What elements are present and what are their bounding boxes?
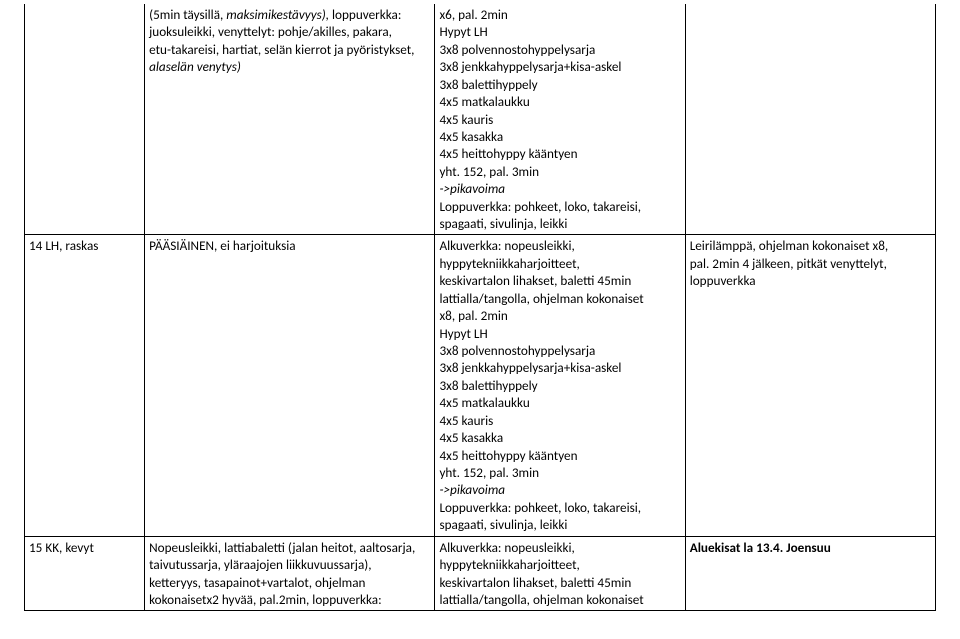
cell-r0-c3 xyxy=(685,4,935,235)
cell-r2-c3: Aluekisat la 13.4. Joensuu xyxy=(685,536,935,611)
schedule-table: (5min täysillä, maksimikestävyys), loppu… xyxy=(24,4,936,611)
cell-r2-c1: Nopeusleikki, lattiabaletti (jalan heito… xyxy=(145,536,435,611)
text: ketteryys, tasapainot+vartalot, ohjelman xyxy=(149,574,365,591)
text: hyppytekniikkaharjoitteet, xyxy=(439,556,579,573)
text: (5min täysillä, xyxy=(149,6,226,23)
text: PÄÄSIÄINEN, ei harjoituksia xyxy=(149,237,295,254)
text: loppuverkka xyxy=(690,272,756,289)
text: keskivartalon lihakset, baletti 45min xyxy=(439,272,631,289)
cell-r1-c2: Alkuverkka: nopeusleikki, hyppytekniikka… xyxy=(435,235,685,536)
text: 14 LH, raskas xyxy=(29,237,98,254)
cell-r2-c0: 15 KK, kevyt xyxy=(25,536,145,611)
text: loppuverkka: xyxy=(329,6,401,23)
cell-r1-c1: PÄÄSIÄINEN, ei harjoituksia xyxy=(145,235,435,536)
text: x8, pal. 2min xyxy=(439,307,507,324)
table-row: 15 KK, kevyt Nopeusleikki, lattiabaletti… xyxy=(25,536,936,611)
text: Alkuverkka: nopeusleikki, xyxy=(439,237,574,254)
text: 3x8 polvennostohyppelysarja xyxy=(439,41,595,58)
cell-r2-c2: Alkuverkka: nopeusleikki, hyppytekniikka… xyxy=(435,536,685,611)
text-bold: Aluekisat la 13.4. Joensuu xyxy=(690,539,831,556)
text: 3x8 balettihyppely xyxy=(439,76,537,93)
text: 4x5 kasakka xyxy=(439,429,503,446)
text: 3x8 balettihyppely xyxy=(439,377,537,394)
text: 4x5 heittohyppy kääntyen xyxy=(439,145,577,162)
text: yht. 152, pal. 3min xyxy=(439,464,539,481)
text: yht. 152, pal. 3min xyxy=(439,163,539,180)
text: lattialla/tangolla, ohjelman kokonaiset xyxy=(439,591,643,608)
text: 4x5 kauris xyxy=(439,412,493,429)
text: 4x5 kauris xyxy=(439,111,493,128)
table-row: 14 LH, raskas PÄÄSIÄINEN, ei harjoituksi… xyxy=(25,235,936,536)
text: 3x8 polvennostohyppelysarja xyxy=(439,342,595,359)
text: kokonaisetx2 hyvää, pal.2min, loppuverkk… xyxy=(149,591,382,608)
text: etu-takareisi, hartiat, selän kierrot ja… xyxy=(149,41,414,58)
text: spagaati, sivulinja, leikki xyxy=(439,215,567,232)
text: 4x5 matkalaukku xyxy=(439,93,529,110)
cell-r1-c0: 14 LH, raskas xyxy=(25,235,145,536)
text: Nopeusleikki, lattiabaletti (jalan heito… xyxy=(149,539,415,556)
text: juoksuleikki, venyttelyt: pohje/akilles,… xyxy=(149,23,392,40)
text: 4x5 heittohyppy kääntyen xyxy=(439,447,577,464)
cell-r0-c1: (5min täysillä, maksimikestävyys), loppu… xyxy=(145,4,435,235)
text: Loppuverkka: pohkeet, loko, takareisi, xyxy=(439,198,641,215)
text: x6, pal. 2min xyxy=(439,6,507,23)
text: taivutussarja, yläraajojen liikkuvuussar… xyxy=(149,556,371,573)
text-italic: maksimikestävyys), xyxy=(226,6,329,23)
text: Hypyt LH xyxy=(439,23,487,40)
text: spagaati, sivulinja, leikki xyxy=(439,516,567,533)
table-row: (5min täysillä, maksimikestävyys), loppu… xyxy=(25,4,936,235)
cell-r1-c3: Leirilämppä, ohjelman kokonaiset x8, pal… xyxy=(685,235,935,536)
text-italic: ->pikavoima xyxy=(439,180,505,197)
text: lattialla/tangolla, ohjelman kokonaiset xyxy=(439,290,643,307)
text: pal. 2min 4 jälkeen, pitkät venyttelyt, xyxy=(690,255,887,272)
text: keskivartalon lihakset, baletti 45min xyxy=(439,574,631,591)
cell-r0-c2: x6, pal. 2min Hypyt LH 3x8 polvennostohy… xyxy=(435,4,685,235)
text: Loppuverkka: pohkeet, loko, takareisi, xyxy=(439,499,641,516)
text: Alkuverkka: nopeusleikki, xyxy=(439,539,574,556)
text: 3x8 jenkkahyppelysarja+kisa-askel xyxy=(439,359,621,376)
text: 3x8 jenkkahyppelysarja+kisa-askel xyxy=(439,58,621,75)
text: hyppytekniikkaharjoitteet, xyxy=(439,255,579,272)
text: 4x5 matkalaukku xyxy=(439,394,529,411)
cell-r0-c0 xyxy=(25,4,145,235)
text: Hypyt LH xyxy=(439,325,487,342)
text-italic: alaselän venytys) xyxy=(149,58,241,75)
text: Leirilämppä, ohjelman kokonaiset x8, xyxy=(690,237,888,254)
text-italic: ->pikavoima xyxy=(439,481,505,498)
text: 15 KK, kevyt xyxy=(29,539,94,556)
text: 4x5 kasakka xyxy=(439,128,503,145)
